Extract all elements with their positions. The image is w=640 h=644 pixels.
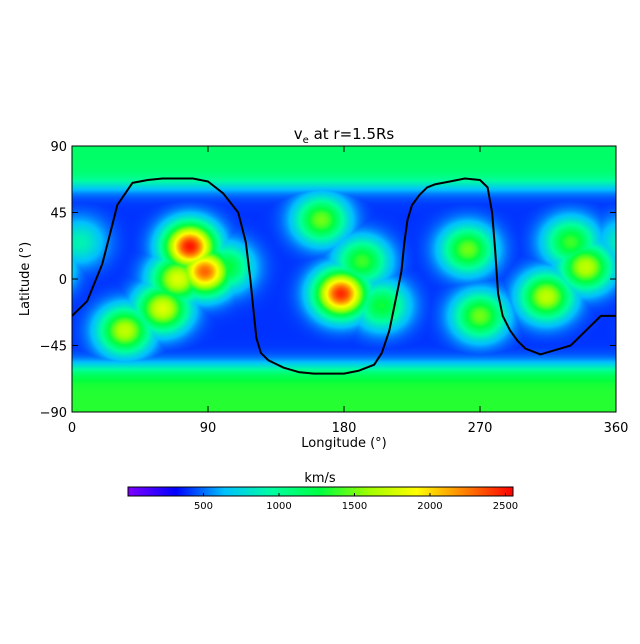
title-subscript: e bbox=[303, 135, 309, 146]
x-tick-label: 180 bbox=[332, 421, 357, 436]
colorbar-tick-label: 2000 bbox=[417, 501, 442, 512]
heatmap-image bbox=[72, 146, 616, 412]
y-tick-label: −45 bbox=[40, 340, 67, 355]
colorbar-ticks: 500 1000 1500 2000 2500 bbox=[194, 493, 518, 512]
neutral-line bbox=[72, 177, 616, 375]
y-tick-label: 90 bbox=[50, 140, 67, 155]
x-tick-label: 90 bbox=[200, 421, 217, 436]
x-tick-label: 0 bbox=[68, 421, 76, 436]
x-axis: 0 90 180 270 360 bbox=[68, 146, 629, 436]
y-axis-label: Latitude (°) bbox=[18, 242, 33, 316]
x-tick-label: 360 bbox=[604, 421, 629, 436]
colorbar-tick-label: 1500 bbox=[342, 501, 367, 512]
colorbar-gradient bbox=[127, 486, 514, 497]
plot-area: 0 90 180 270 360 90 45 0 −45 −90 bbox=[40, 140, 629, 436]
chart-title: ve at r=1.5Rs bbox=[294, 125, 395, 146]
y-tick-label: −90 bbox=[40, 406, 67, 421]
colorbar-tick-label: 1000 bbox=[266, 501, 291, 512]
y-axis: 90 45 0 −45 −90 bbox=[40, 140, 616, 421]
colorbar-label: km/s bbox=[304, 471, 336, 486]
x-tick-label: 270 bbox=[468, 421, 493, 436]
title-rest: at r=1.5Rs bbox=[309, 125, 395, 143]
colorbar-tick-label: 2500 bbox=[493, 501, 518, 512]
title-main: v bbox=[294, 125, 303, 143]
colorbar-tick-label: 500 bbox=[194, 501, 213, 512]
colorbar: km/s 500 1000 1500 2000 2500 bbox=[127, 471, 518, 512]
y-tick-label: 45 bbox=[50, 207, 67, 222]
y-tick-label: 0 bbox=[59, 273, 67, 288]
x-axis-label: Longitude (°) bbox=[301, 436, 386, 451]
